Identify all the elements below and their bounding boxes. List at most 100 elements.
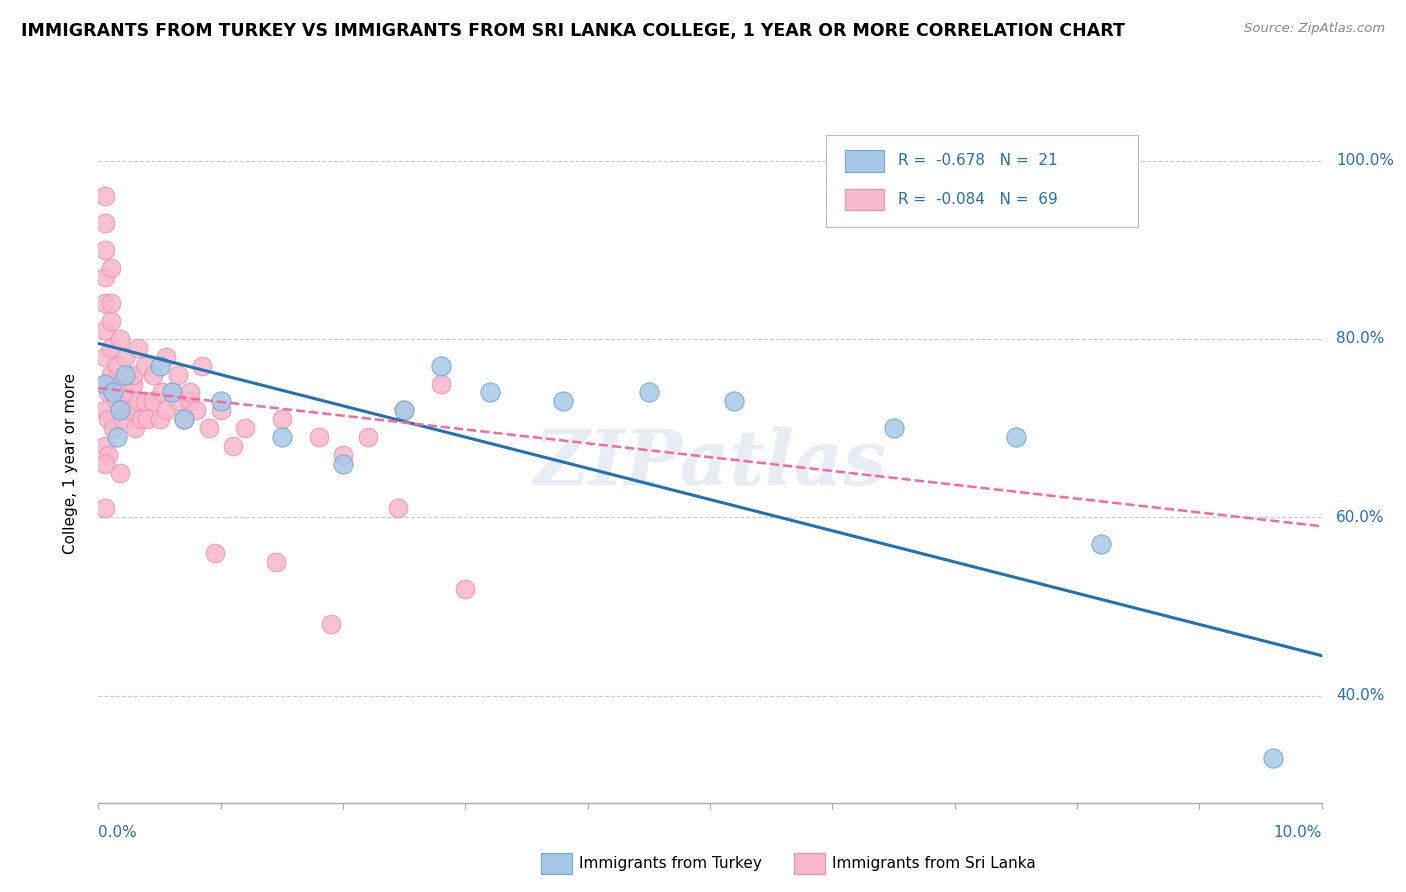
- Point: [93, 296, 115, 310]
- Point: [392, 403, 416, 417]
- Point: [114, 385, 136, 400]
- Point: [160, 385, 183, 400]
- Point: [167, 394, 190, 409]
- Point: [883, 421, 905, 435]
- Point: [155, 350, 177, 364]
- Point: [723, 394, 745, 409]
- Point: [392, 403, 416, 417]
- Text: R =  -0.084   N =  69: R = -0.084 N = 69: [898, 192, 1059, 207]
- Point: [110, 403, 132, 417]
- Text: Source: ZipAtlas.com: Source: ZipAtlas.com: [1244, 22, 1385, 36]
- Point: [100, 296, 122, 310]
- Point: [114, 350, 136, 364]
- Point: [121, 376, 143, 391]
- Point: [101, 385, 124, 400]
- Point: [93, 501, 115, 516]
- Point: [155, 403, 177, 417]
- Text: 100.0%: 100.0%: [1336, 153, 1395, 168]
- Point: [173, 412, 195, 426]
- Point: [209, 394, 232, 409]
- Point: [111, 412, 134, 426]
- Point: [129, 412, 152, 426]
- Point: [97, 448, 120, 462]
- Point: [209, 403, 232, 417]
- Point: [186, 403, 208, 417]
- Point: [134, 359, 156, 373]
- Point: [160, 385, 183, 400]
- Point: [110, 376, 132, 391]
- Point: [430, 376, 453, 391]
- Point: [233, 421, 256, 435]
- Point: [197, 421, 219, 435]
- Point: [121, 368, 143, 382]
- Y-axis label: College, 1 year or more: College, 1 year or more: [63, 374, 77, 554]
- Point: [101, 421, 124, 435]
- Point: [93, 350, 115, 364]
- Point: [222, 439, 245, 453]
- Point: [97, 385, 120, 400]
- Text: 40.0%: 40.0%: [1336, 689, 1385, 703]
- Point: [149, 359, 172, 373]
- Point: [127, 341, 149, 355]
- Point: [637, 385, 661, 400]
- Point: [1261, 751, 1284, 765]
- Point: [270, 412, 294, 426]
- Point: [136, 412, 159, 426]
- Point: [110, 466, 132, 480]
- Point: [105, 359, 128, 373]
- Point: [332, 457, 354, 471]
- FancyBboxPatch shape: [845, 188, 884, 211]
- Point: [149, 412, 172, 426]
- Point: [97, 412, 120, 426]
- Point: [93, 376, 115, 391]
- Point: [204, 546, 226, 560]
- Point: [93, 323, 115, 337]
- Point: [167, 368, 190, 382]
- Point: [127, 394, 149, 409]
- Text: ZIPatlas: ZIPatlas: [533, 427, 887, 500]
- Point: [308, 430, 330, 444]
- Point: [173, 412, 195, 426]
- Point: [1004, 430, 1026, 444]
- Point: [319, 617, 342, 632]
- Point: [191, 359, 214, 373]
- Point: [105, 430, 128, 444]
- Text: 0.0%: 0.0%: [98, 825, 138, 840]
- Point: [553, 394, 575, 409]
- Point: [1090, 537, 1112, 551]
- Point: [93, 189, 115, 203]
- Point: [93, 457, 115, 471]
- Text: Immigrants from Sri Lanka: Immigrants from Sri Lanka: [832, 856, 1036, 871]
- Point: [110, 403, 132, 417]
- Text: 60.0%: 60.0%: [1336, 510, 1385, 524]
- Point: [124, 421, 146, 435]
- Point: [142, 394, 165, 409]
- Point: [264, 555, 287, 569]
- Text: IMMIGRANTS FROM TURKEY VS IMMIGRANTS FROM SRI LANKA COLLEGE, 1 YEAR OR MORE CORR: IMMIGRANTS FROM TURKEY VS IMMIGRANTS FRO…: [21, 22, 1125, 40]
- Point: [179, 385, 201, 400]
- Point: [100, 314, 122, 328]
- Text: 10.0%: 10.0%: [1274, 825, 1322, 840]
- Point: [93, 403, 115, 417]
- Text: Immigrants from Turkey: Immigrants from Turkey: [579, 856, 762, 871]
- Text: 80.0%: 80.0%: [1336, 332, 1385, 346]
- Point: [134, 394, 156, 409]
- Point: [100, 341, 122, 355]
- Point: [110, 332, 132, 346]
- Point: [100, 368, 122, 382]
- Point: [179, 394, 201, 409]
- Point: [93, 376, 115, 391]
- Point: [93, 269, 115, 284]
- Point: [478, 385, 501, 400]
- Point: [105, 394, 128, 409]
- Point: [114, 368, 136, 382]
- Point: [93, 243, 115, 257]
- Text: R =  -0.678   N =  21: R = -0.678 N = 21: [898, 153, 1059, 169]
- Point: [100, 260, 122, 275]
- Point: [93, 439, 115, 453]
- Point: [387, 501, 409, 516]
- Point: [150, 385, 173, 400]
- Point: [356, 430, 378, 444]
- Point: [332, 448, 354, 462]
- Point: [270, 430, 294, 444]
